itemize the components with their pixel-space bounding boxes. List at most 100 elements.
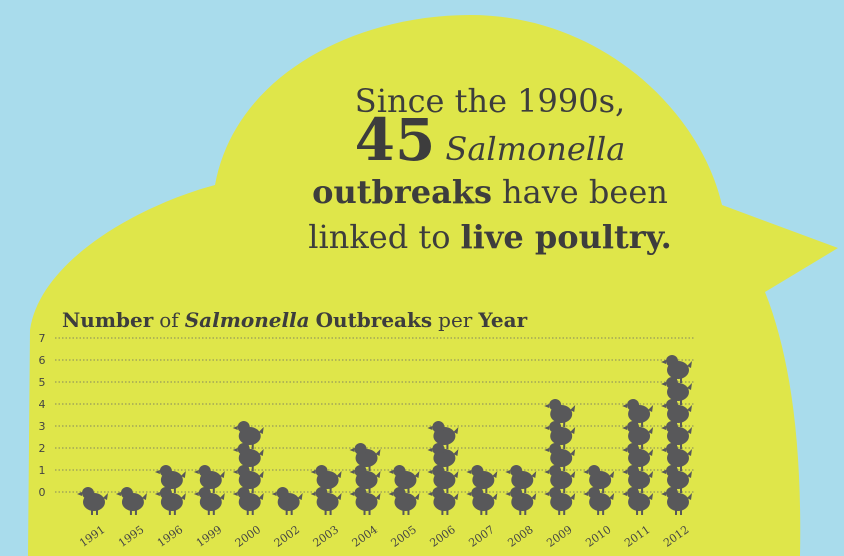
chick-head xyxy=(159,465,172,477)
chick-legs xyxy=(558,444,566,449)
chick-legs xyxy=(675,488,682,493)
chick-tail xyxy=(609,471,615,478)
chick-legs xyxy=(558,510,566,515)
chick-legs xyxy=(246,488,254,493)
chick-beak xyxy=(661,470,666,474)
pictogram-column xyxy=(193,465,225,515)
title-segment: Outbreaks xyxy=(316,308,433,332)
chick-tail xyxy=(414,471,420,478)
headline-segment: outbreaks xyxy=(312,173,492,211)
chick-legs xyxy=(636,466,644,471)
chart-title: Number of Salmonella Outbreaks per Year xyxy=(62,308,528,332)
chick-head xyxy=(354,443,367,455)
chick-tail xyxy=(453,427,459,434)
pictogram-column xyxy=(77,487,108,515)
chick-legs xyxy=(91,510,98,515)
chick-tail xyxy=(648,427,654,434)
chick-legs xyxy=(207,510,215,515)
pictogram-column xyxy=(154,465,186,515)
pictogram-column xyxy=(115,487,147,515)
chick-beak xyxy=(154,492,160,496)
chick-beak xyxy=(583,470,589,474)
pictogram-column xyxy=(232,421,264,515)
chick-tail xyxy=(219,471,225,478)
chick-legs xyxy=(636,510,644,515)
chick-beak xyxy=(622,426,628,430)
chick-legs xyxy=(675,378,682,383)
chick-beak xyxy=(583,492,589,496)
headline-segment: . xyxy=(661,218,672,256)
chick-legs xyxy=(324,488,332,493)
chick-tail xyxy=(687,361,692,368)
chick-beak xyxy=(661,404,666,408)
chick-tail xyxy=(687,493,692,500)
chick-legs xyxy=(675,466,682,471)
pictogram-column xyxy=(427,421,459,515)
chick-tail xyxy=(258,493,264,500)
chick-head xyxy=(666,355,678,367)
chick-beak xyxy=(388,492,394,496)
chick-beak xyxy=(661,426,666,430)
chick-tail xyxy=(219,493,225,500)
chick-legs xyxy=(129,510,137,515)
chick-beak xyxy=(232,448,238,452)
chick-tail xyxy=(180,471,186,478)
chick-tail xyxy=(609,493,615,500)
chick-beak xyxy=(622,404,628,408)
headline-line: outbreaks have been xyxy=(312,173,668,211)
chick-beak xyxy=(466,470,472,474)
pictogram-column xyxy=(544,399,576,515)
chick-beak xyxy=(661,360,666,364)
chick-beak xyxy=(544,404,550,408)
headline-segment: Since the 1990s, xyxy=(355,82,625,120)
chick-head xyxy=(315,465,328,477)
chick-head xyxy=(588,465,601,477)
chick-legs xyxy=(168,510,176,515)
chick-legs xyxy=(363,466,371,471)
chick-beak xyxy=(622,470,628,474)
pictogram-column xyxy=(505,465,537,515)
chick-legs xyxy=(597,510,605,515)
chick-tail xyxy=(687,383,692,390)
chick-beak xyxy=(661,492,666,496)
chick-head xyxy=(120,487,133,499)
chick-tail xyxy=(375,493,381,500)
headline-segment: linked to xyxy=(308,218,450,256)
chick-legs xyxy=(597,488,605,493)
y-tick-label: 4 xyxy=(39,398,46,411)
chick-legs xyxy=(480,488,488,493)
chick-tail xyxy=(453,493,459,500)
chick-legs xyxy=(558,466,566,471)
chick-legs xyxy=(675,422,682,427)
chick-legs xyxy=(441,444,449,449)
chick-beak xyxy=(232,492,238,496)
chick-legs xyxy=(402,488,410,493)
headline-segment: live poultry xyxy=(460,218,665,256)
chick-tail xyxy=(570,449,576,456)
chick-head xyxy=(471,465,484,477)
chick-legs xyxy=(441,510,449,515)
pictogram-column xyxy=(622,399,654,515)
chick-head xyxy=(198,465,211,477)
chick-tail xyxy=(375,471,381,478)
chick-beak xyxy=(388,470,394,474)
chick-head xyxy=(432,421,445,433)
chick-beak xyxy=(349,470,355,474)
headline-line: 45 Salmonella xyxy=(355,106,626,174)
chick-beak xyxy=(661,382,666,386)
chick-tail xyxy=(648,493,654,500)
y-tick-label: 1 xyxy=(39,464,46,477)
chick-head xyxy=(276,487,289,499)
chick-tail xyxy=(531,493,537,500)
title-segment: of xyxy=(159,308,180,332)
chick-legs xyxy=(285,510,293,515)
chick-head xyxy=(627,399,640,411)
chick-tail xyxy=(570,493,576,500)
chick-tail xyxy=(648,405,654,412)
chick-beak xyxy=(427,492,433,496)
chick-beak xyxy=(154,470,160,474)
title-segment: Year xyxy=(477,308,527,332)
chick-legs xyxy=(246,444,254,449)
chick-beak xyxy=(232,426,238,430)
chick-head xyxy=(510,465,523,477)
